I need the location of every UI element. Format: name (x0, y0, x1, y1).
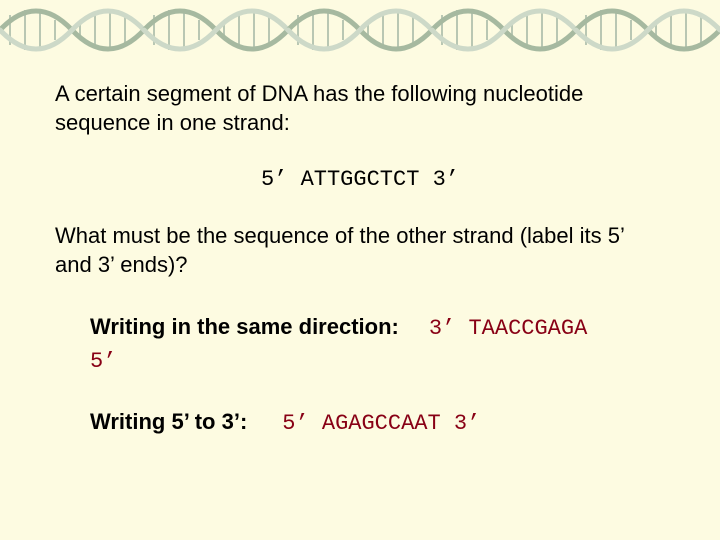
dna-banner (0, 0, 720, 60)
given-sequence: 5’ ATTGGCTCT 3’ (55, 167, 665, 192)
answer2-label: Writing 5’ to 3’: (90, 409, 247, 435)
intro-text: A certain segment of DNA has the followi… (55, 80, 665, 137)
slide-content: A certain segment of DNA has the followi… (0, 60, 720, 436)
dna-helix-decoration (0, 0, 720, 60)
answer1-sequence: 3’ TAACCGAGA (429, 316, 587, 341)
answer-same-direction-row: Writing in the same direction: 3’ TAACCG… (90, 314, 665, 341)
answer-5to3-row: Writing 5’ to 3’: 5’ AGAGCCAAT 3’ (90, 409, 665, 436)
question-text: What must be the sequence of the other s… (55, 222, 665, 279)
answer1-label: Writing in the same direction: (90, 314, 399, 340)
answer1-trailing: 5’ (90, 349, 665, 374)
answer2-sequence: 5’ AGAGCCAAT 3’ (282, 411, 480, 436)
